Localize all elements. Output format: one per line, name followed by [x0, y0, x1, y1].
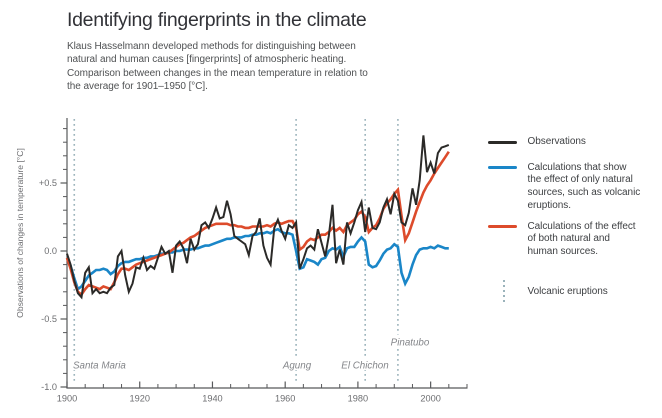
volcano-label-santa-maria: Santa Maria [73, 361, 126, 372]
series-line-observations [66, 135, 450, 300]
header: Identifying fingerprints in the climate … [67, 9, 467, 94]
legend-item-observations: Observations [488, 136, 662, 149]
natural-and-human-line-swatch [488, 225, 517, 228]
chart-description-line: Klaus Hasselmann developed methods for d… [67, 41, 356, 52]
legend-label-natural-sources: Calculations that show the effect of onl… [527, 161, 641, 211]
x-tick-label: 1960 [275, 394, 295, 404]
legend-item-natural-and-human: Calculations of the effect of both natur… [488, 221, 662, 259]
volcano-label-agung: Agung [282, 361, 312, 372]
x-tick-label: 1980 [348, 394, 368, 404]
page-title: Identifying fingerprints in the climate [67, 9, 367, 31]
volcanic-eruptions-dotted-swatch [503, 280, 505, 304]
series-lines [65, 135, 450, 300]
legend-item-volcanic-eruptions: Volcanic eruptions [488, 280, 662, 304]
volcanic-eruption-lines [73, 119, 399, 384]
legend-label-volcanic-eruptions: Volcanic eruptions [527, 286, 608, 297]
chart-description-line: Comparison between changes in the mean t… [67, 67, 368, 79]
chart-description-line: the average for 1901–1950 [°C]. [67, 81, 208, 93]
x-tick-label: 1940 [202, 394, 222, 404]
y-tick-label: -0.5 [41, 314, 57, 324]
y-axis-title: Observations of changes in temperature [… [15, 148, 25, 318]
y-tick-label: -1.0 [41, 382, 57, 392]
observations-line-swatch [488, 140, 517, 144]
chart-description: Klaus Hasselmann developed methods for d… [67, 40, 467, 94]
legend-label-natural-and-human: Calculations of the effect of both natur… [527, 220, 636, 257]
y-tick-label: 0.0 [44, 246, 57, 256]
chart-description-line: natural and human causes [fingerprints] … [67, 54, 347, 66]
label-mask [384, 334, 436, 347]
volcanic-eruption-labels: Santa Maria Agung El Chichon Pinatubo [71, 334, 436, 372]
volcano-label-el-chichon: El Chichon [341, 361, 388, 372]
volcano-label-pinatubo: Pinatubo [391, 338, 430, 349]
x-tick-label: 1920 [130, 394, 150, 404]
series-line-natural-only [65, 227, 449, 292]
natural-sources-line-swatch [488, 166, 517, 169]
y-tick-label: +0.5 [39, 178, 57, 188]
x-tick-label: 1900 [57, 394, 77, 404]
label-mask [279, 357, 316, 370]
x-tick-label: 2000 [420, 394, 440, 404]
legend-label-observations: Observations [527, 136, 586, 147]
label-mask [338, 357, 393, 370]
label-mask [71, 357, 132, 370]
legend-item-natural-sources: Calculations that show the effect of onl… [488, 162, 662, 213]
